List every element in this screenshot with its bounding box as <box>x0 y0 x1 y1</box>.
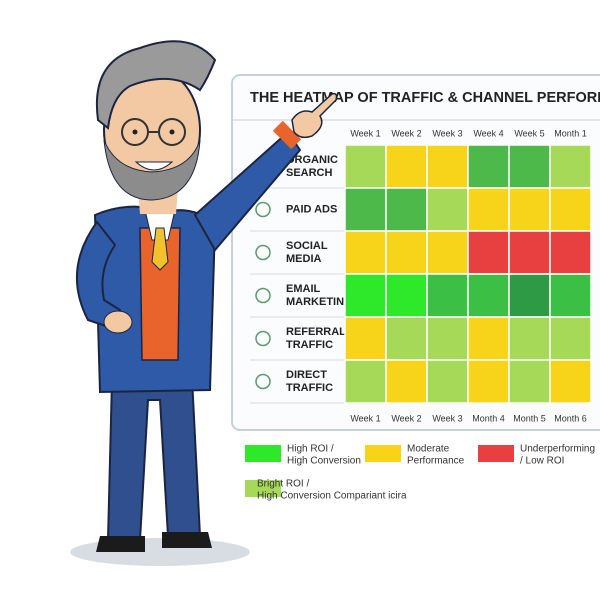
row-label: PAID ADS <box>286 203 337 215</box>
legend-label: Underperforming <box>520 444 595 455</box>
eye <box>169 129 175 135</box>
heatmap-cell <box>549 144 592 189</box>
column-footer: Week 1 <box>350 413 380 423</box>
legend-label: Bright ROI / <box>257 479 309 490</box>
title: THE HEATMAP OF TRAFFIC & CHANNEL PERFORM… <box>250 90 600 106</box>
heatmap-cell <box>467 359 510 404</box>
shoe <box>96 536 145 552</box>
column-footer: Week 2 <box>391 413 421 423</box>
heatmap-cell <box>385 273 428 318</box>
heatmap-cell <box>426 144 469 189</box>
row-label: MEDIA <box>286 253 322 265</box>
legend-swatch <box>365 445 401 462</box>
legend-label: Performance <box>407 456 465 467</box>
heatmap-cell <box>508 144 551 189</box>
heatmap-cell <box>426 359 469 404</box>
heatmap-cell <box>549 187 592 232</box>
row-label: DIRECT <box>286 369 327 381</box>
column-header: Week 4 <box>473 128 503 138</box>
heatmap-cell <box>467 273 510 318</box>
beard <box>103 139 201 201</box>
heatmap-cell <box>344 316 387 361</box>
heatmap-cell <box>344 359 387 404</box>
heatmap-cell <box>385 230 428 275</box>
legend-label: / Low ROI <box>520 456 564 467</box>
heatmap-cell <box>508 230 551 275</box>
row-icon <box>255 330 271 347</box>
heatmap-cell <box>508 316 551 361</box>
heatmap-cell <box>508 273 551 318</box>
row-label: REFERRAL <box>286 326 346 338</box>
column-header: Week 2 <box>391 128 421 138</box>
row-label: EMAIL <box>286 283 321 295</box>
column-footer: Month 4 <box>472 413 505 423</box>
heatmap-cell <box>344 144 387 189</box>
legend-label: High ROI / <box>287 444 334 455</box>
cuff <box>272 120 302 150</box>
column-header: Week 3 <box>432 128 462 138</box>
presenter-cartoon <box>70 40 338 566</box>
heatmap-cell <box>385 187 428 232</box>
heatmap-cell <box>508 187 551 232</box>
row-icon <box>255 287 271 304</box>
hand <box>103 310 133 334</box>
arm <box>75 220 122 332</box>
heatmap-cell <box>508 359 551 404</box>
heatmap-cell <box>385 316 428 361</box>
column-footer: Week 3 <box>432 413 462 423</box>
eye <box>132 129 138 135</box>
heatmap-cell <box>549 316 592 361</box>
row-label: TRAFFIC <box>286 339 333 351</box>
heatmap-cell <box>344 273 387 318</box>
column-header: Month 1 <box>554 128 587 138</box>
row-label: TRAFFIC <box>286 382 333 394</box>
heatmap-cell <box>426 273 469 318</box>
row-label: ORGANIC <box>286 154 338 166</box>
row-icon <box>255 244 271 261</box>
heatmap-cell <box>467 230 510 275</box>
legend-label: High Conversion <box>287 456 361 467</box>
tie <box>151 227 169 271</box>
legend-swatch <box>245 480 281 497</box>
row-icon <box>255 373 271 390</box>
column-footer: Month 6 <box>554 413 587 423</box>
heatmap-cell <box>549 359 592 404</box>
column-header: Week 5 <box>514 128 544 138</box>
heatmap-cell <box>426 230 469 275</box>
heatmap-cell <box>426 316 469 361</box>
row-label: SOCIAL <box>286 240 328 252</box>
pointing-arm <box>193 130 302 252</box>
row-icon <box>255 201 271 218</box>
shoe <box>162 532 212 548</box>
heatmap-board: THE HEATMAP OF TRAFFIC & CHANNEL PERFORM… <box>231 74 600 431</box>
legend-swatch <box>478 445 514 462</box>
heatmap-cell <box>344 230 387 275</box>
row-label: MARKETING <box>286 296 353 308</box>
heatmap-cell <box>467 187 510 232</box>
hair <box>96 40 217 130</box>
legend-swatch <box>245 445 281 462</box>
heatmap-cell <box>385 359 428 404</box>
column-footer: Month 5 <box>513 413 546 423</box>
legend-label: Moderate <box>407 444 450 455</box>
pointing-hand <box>291 92 338 139</box>
heatmap-cell <box>344 187 387 232</box>
heatmap-cell <box>385 144 428 189</box>
column-header: Week 1 <box>350 128 380 138</box>
legend-label: High Conversion Compariant icira <box>257 491 407 502</box>
heatmap-cell <box>467 144 510 189</box>
legs <box>106 376 202 541</box>
heatmap-cell <box>549 230 592 275</box>
heatmap-cell <box>549 273 592 318</box>
smile <box>134 161 174 171</box>
heatmap-cell <box>426 187 469 232</box>
row-label: SEARCH <box>286 167 333 179</box>
heatmap-cell <box>467 316 510 361</box>
